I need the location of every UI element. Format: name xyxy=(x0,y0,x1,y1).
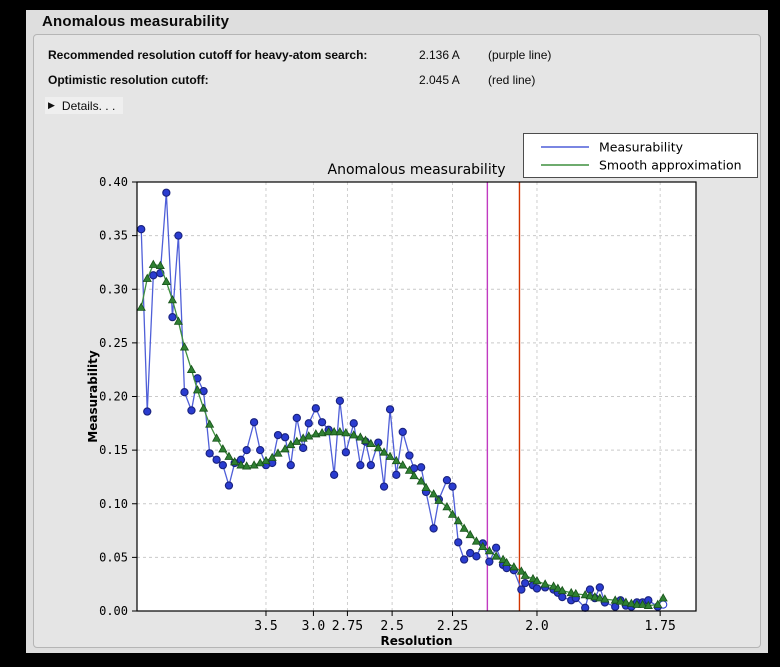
result-groupbox: Recommended resolution cutoff for heavy-… xyxy=(33,34,761,648)
optimistic-cutoff-row: Optimistic resolution cutoff: 2.045 A (r… xyxy=(48,73,535,88)
recommended-cutoff-label: Recommended resolution cutoff for heavy-… xyxy=(48,48,368,62)
recommended-cutoff-note: (purple line) xyxy=(488,48,552,62)
page-title: Anomalous measurability xyxy=(42,13,230,30)
recommended-cutoff-row: Recommended resolution cutoff for heavy-… xyxy=(48,48,551,63)
details-label: Details. . . xyxy=(61,98,116,113)
details-disclosure[interactable]: ▶ Details. . . xyxy=(45,97,124,114)
optimistic-cutoff-note: (red line) xyxy=(488,73,536,87)
optimistic-cutoff-value: 2.045 A xyxy=(419,73,460,87)
disclosure-triangle-icon: ▶ xyxy=(48,100,55,110)
optimistic-cutoff-label: Optimistic resolution cutoff: xyxy=(48,73,209,87)
recommended-cutoff-value: 2.136 A xyxy=(419,48,460,62)
analysis-panel: Anomalous measurability Recommended reso… xyxy=(26,10,768,653)
